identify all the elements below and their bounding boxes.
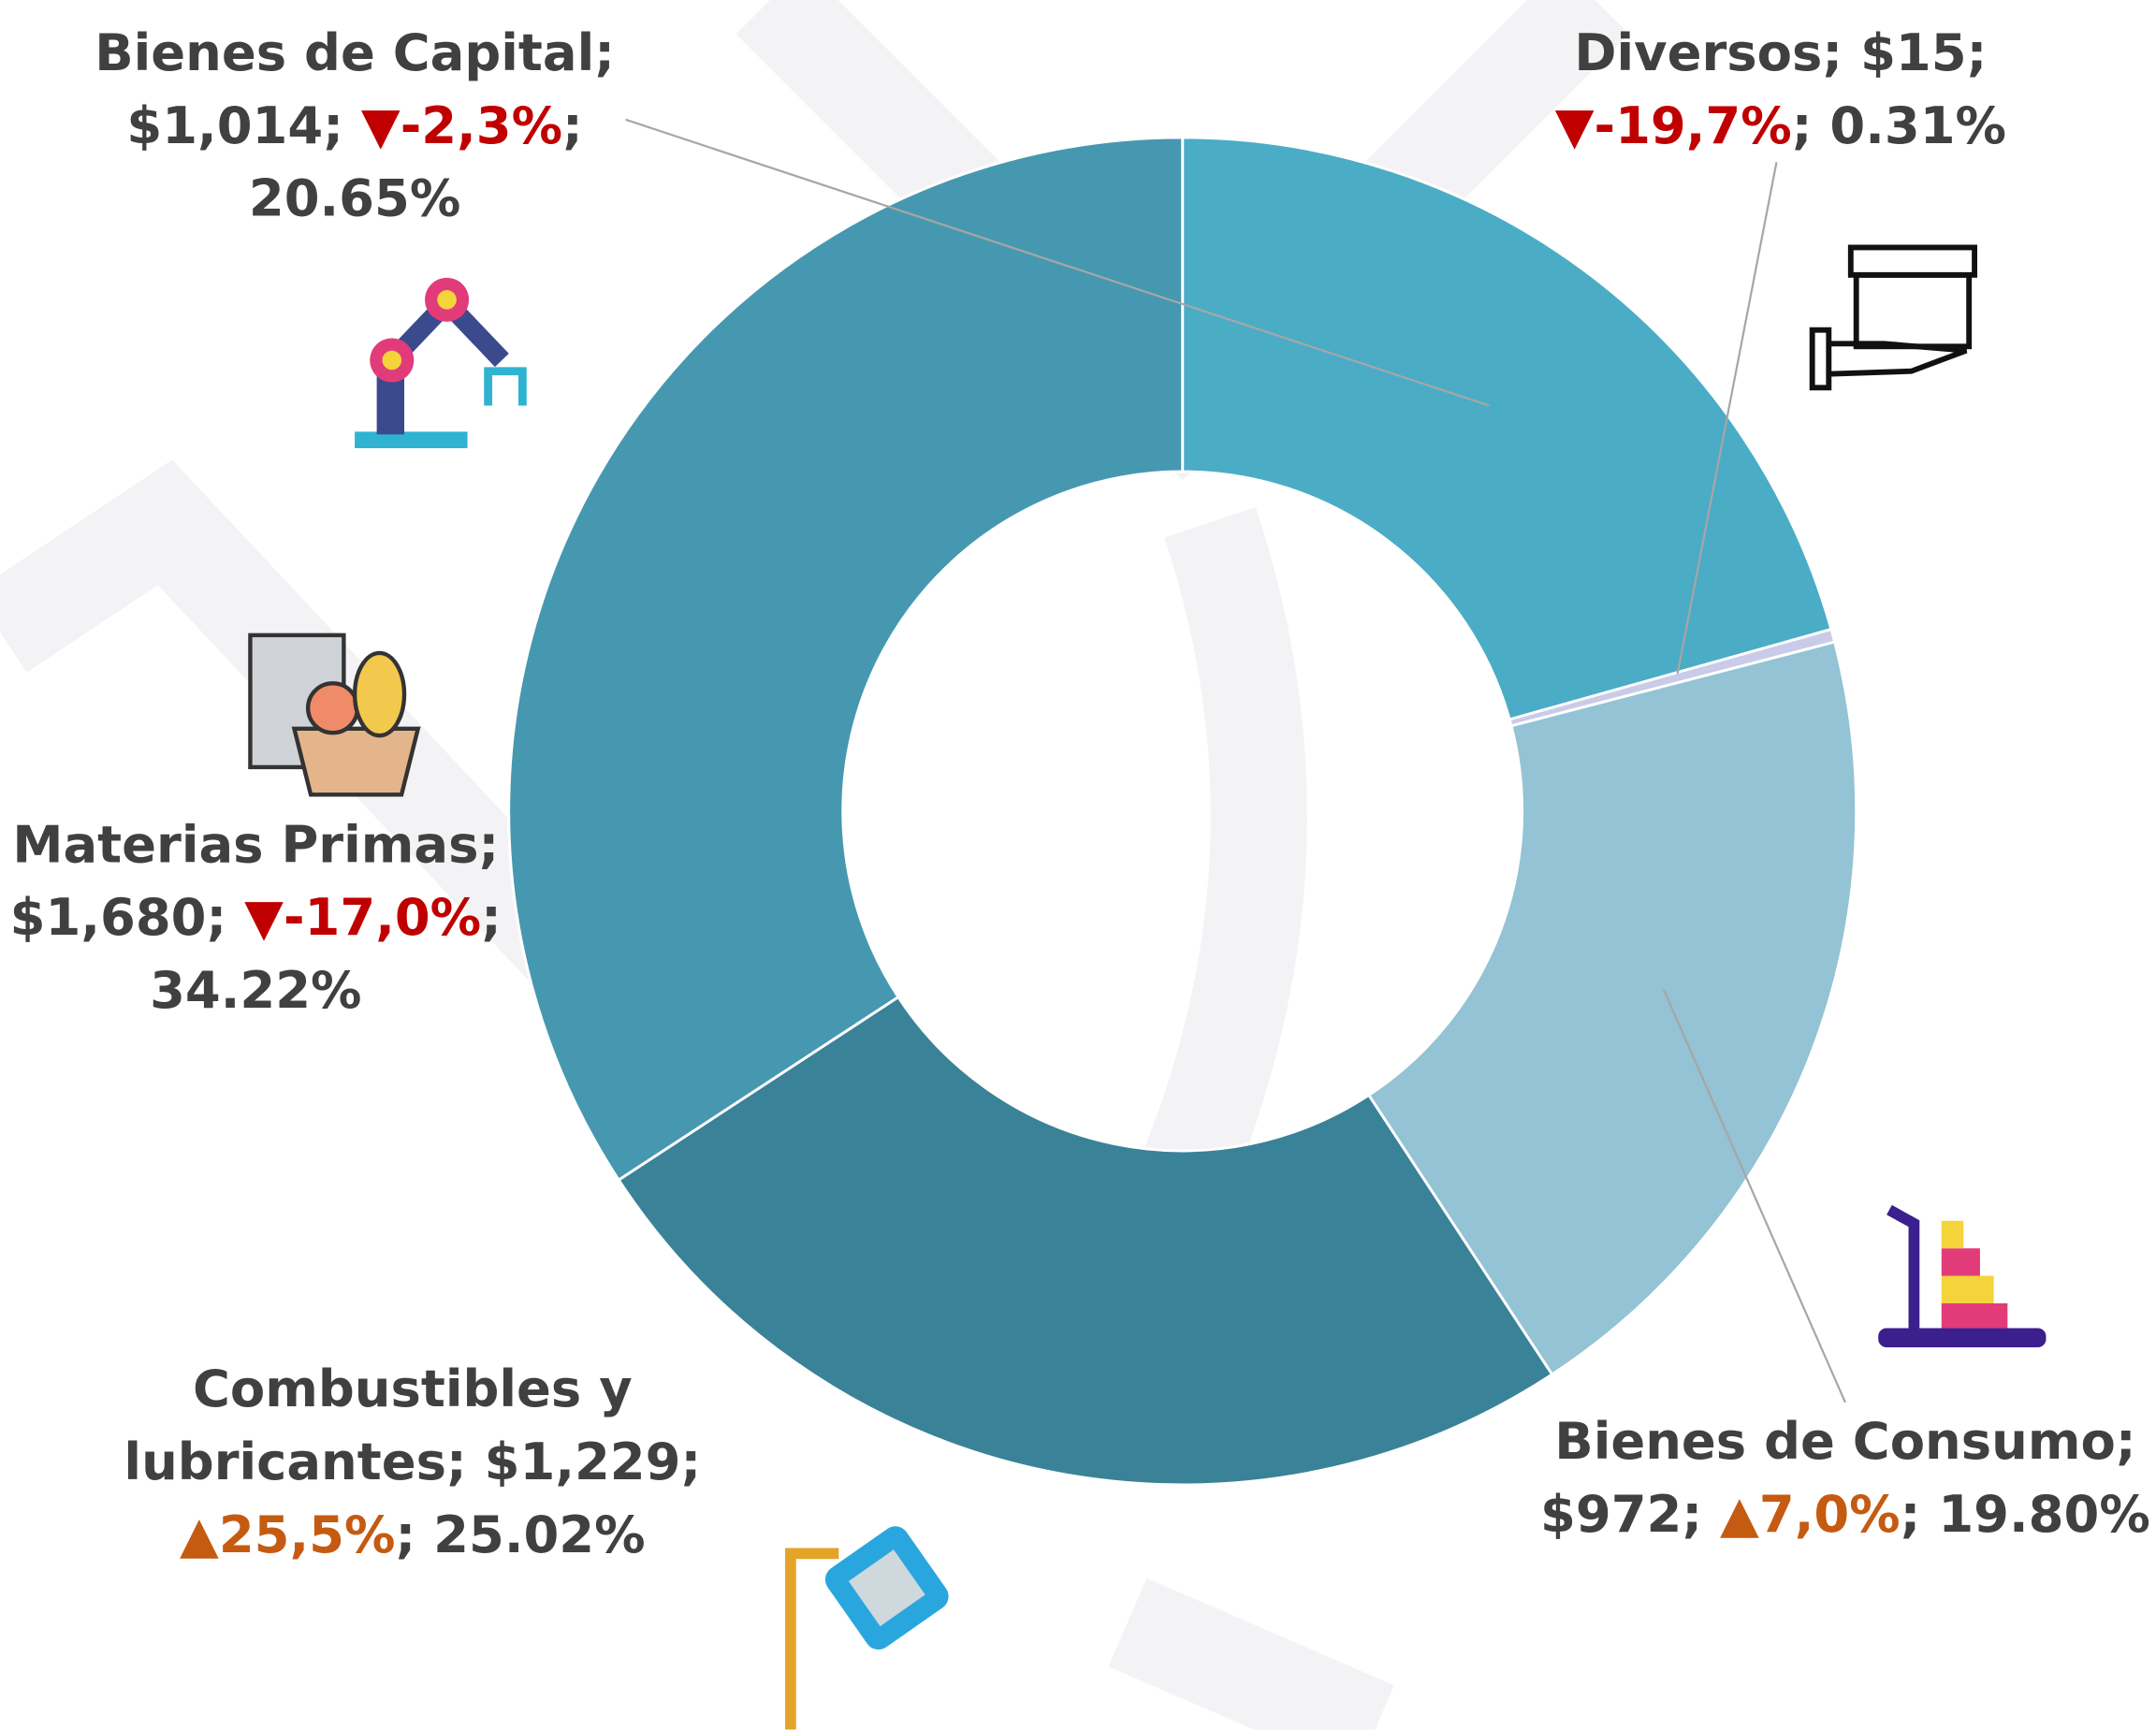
separator: ;	[478, 815, 500, 875]
category-name: Diversos	[1574, 22, 1823, 83]
icon-robot-arm	[355, 277, 527, 449]
amount-label: $1,229	[484, 1432, 681, 1492]
separator: ;	[594, 22, 615, 83]
donut-slice	[507, 136, 1185, 1183]
percent-label: 34.22%	[150, 961, 362, 1021]
category-name: Materias Primas	[12, 815, 479, 875]
separator: ;	[445, 1432, 467, 1492]
percent-label: 25.02%	[433, 1505, 646, 1565]
change-label: ▲25,5%	[180, 1505, 396, 1565]
leader-lines	[625, 118, 1846, 1403]
amount-label: $972	[1540, 1484, 1683, 1545]
separator: ;	[2115, 1412, 2136, 1472]
separator: ;	[1966, 22, 1988, 83]
change-label: ▼-17,0%	[244, 888, 482, 948]
donut-slice	[1181, 136, 1833, 721]
separator: ;	[206, 888, 227, 948]
percent-label: 0.31%	[1829, 95, 2007, 156]
data-label: Bienes de Capital; $1,014; ▼-2,3%; 20.65%	[0, 17, 740, 236]
category-name: Bienes de Consumo	[1554, 1412, 2116, 1472]
change-label: ▲7,0%	[1720, 1484, 1901, 1545]
separator: ;	[395, 1505, 416, 1565]
separator: ;	[1900, 1484, 1921, 1545]
icon-gift-hand	[1809, 244, 1977, 391]
percent-label: 19.80%	[1938, 1484, 2150, 1545]
separator: ;	[680, 1432, 702, 1492]
category-name: Combustibles y lubricantes	[124, 1359, 633, 1492]
leader-line	[1676, 162, 1778, 675]
data-label: Diversos; $15; ▼-19,7%; 0.31%	[1423, 17, 2138, 163]
amount-label: $15	[1860, 22, 1967, 83]
leader-line	[1662, 989, 1846, 1403]
category-name: Bienes de Capital	[95, 22, 595, 83]
amount-label: $1,014	[126, 95, 324, 156]
change-label: ▼-2,3%	[360, 95, 563, 156]
data-label: Bienes de Consumo; $972; ▲7,0%; 19.80%	[1529, 1405, 2156, 1551]
icon-toy-cart	[1878, 1204, 2047, 1348]
slices	[507, 136, 1858, 1487]
separator: ;	[1822, 22, 1843, 83]
donut-slice	[617, 995, 1554, 1487]
change-label: ▼-19,7%	[1554, 95, 1792, 156]
percent-label: 20.65%	[248, 168, 461, 228]
icon-fuel-can	[785, 1526, 949, 1730]
separator: ;	[1682, 1484, 1703, 1545]
data-label: Materias Primas; $1,680; ▼-17,0%; 34.22%	[0, 808, 545, 1027]
data-label: Combustibles y lubricantes; $1,229; ▲25,5…	[110, 1353, 716, 1572]
leader-line	[625, 118, 1490, 407]
separator: ;	[323, 95, 343, 156]
amount-label: $1,680	[9, 888, 207, 948]
icon-raw-materials	[248, 632, 421, 797]
donut-slice	[1366, 640, 1858, 1377]
separator: ;	[562, 95, 583, 156]
separator: ;	[481, 888, 502, 948]
separator: ;	[1791, 95, 1813, 156]
